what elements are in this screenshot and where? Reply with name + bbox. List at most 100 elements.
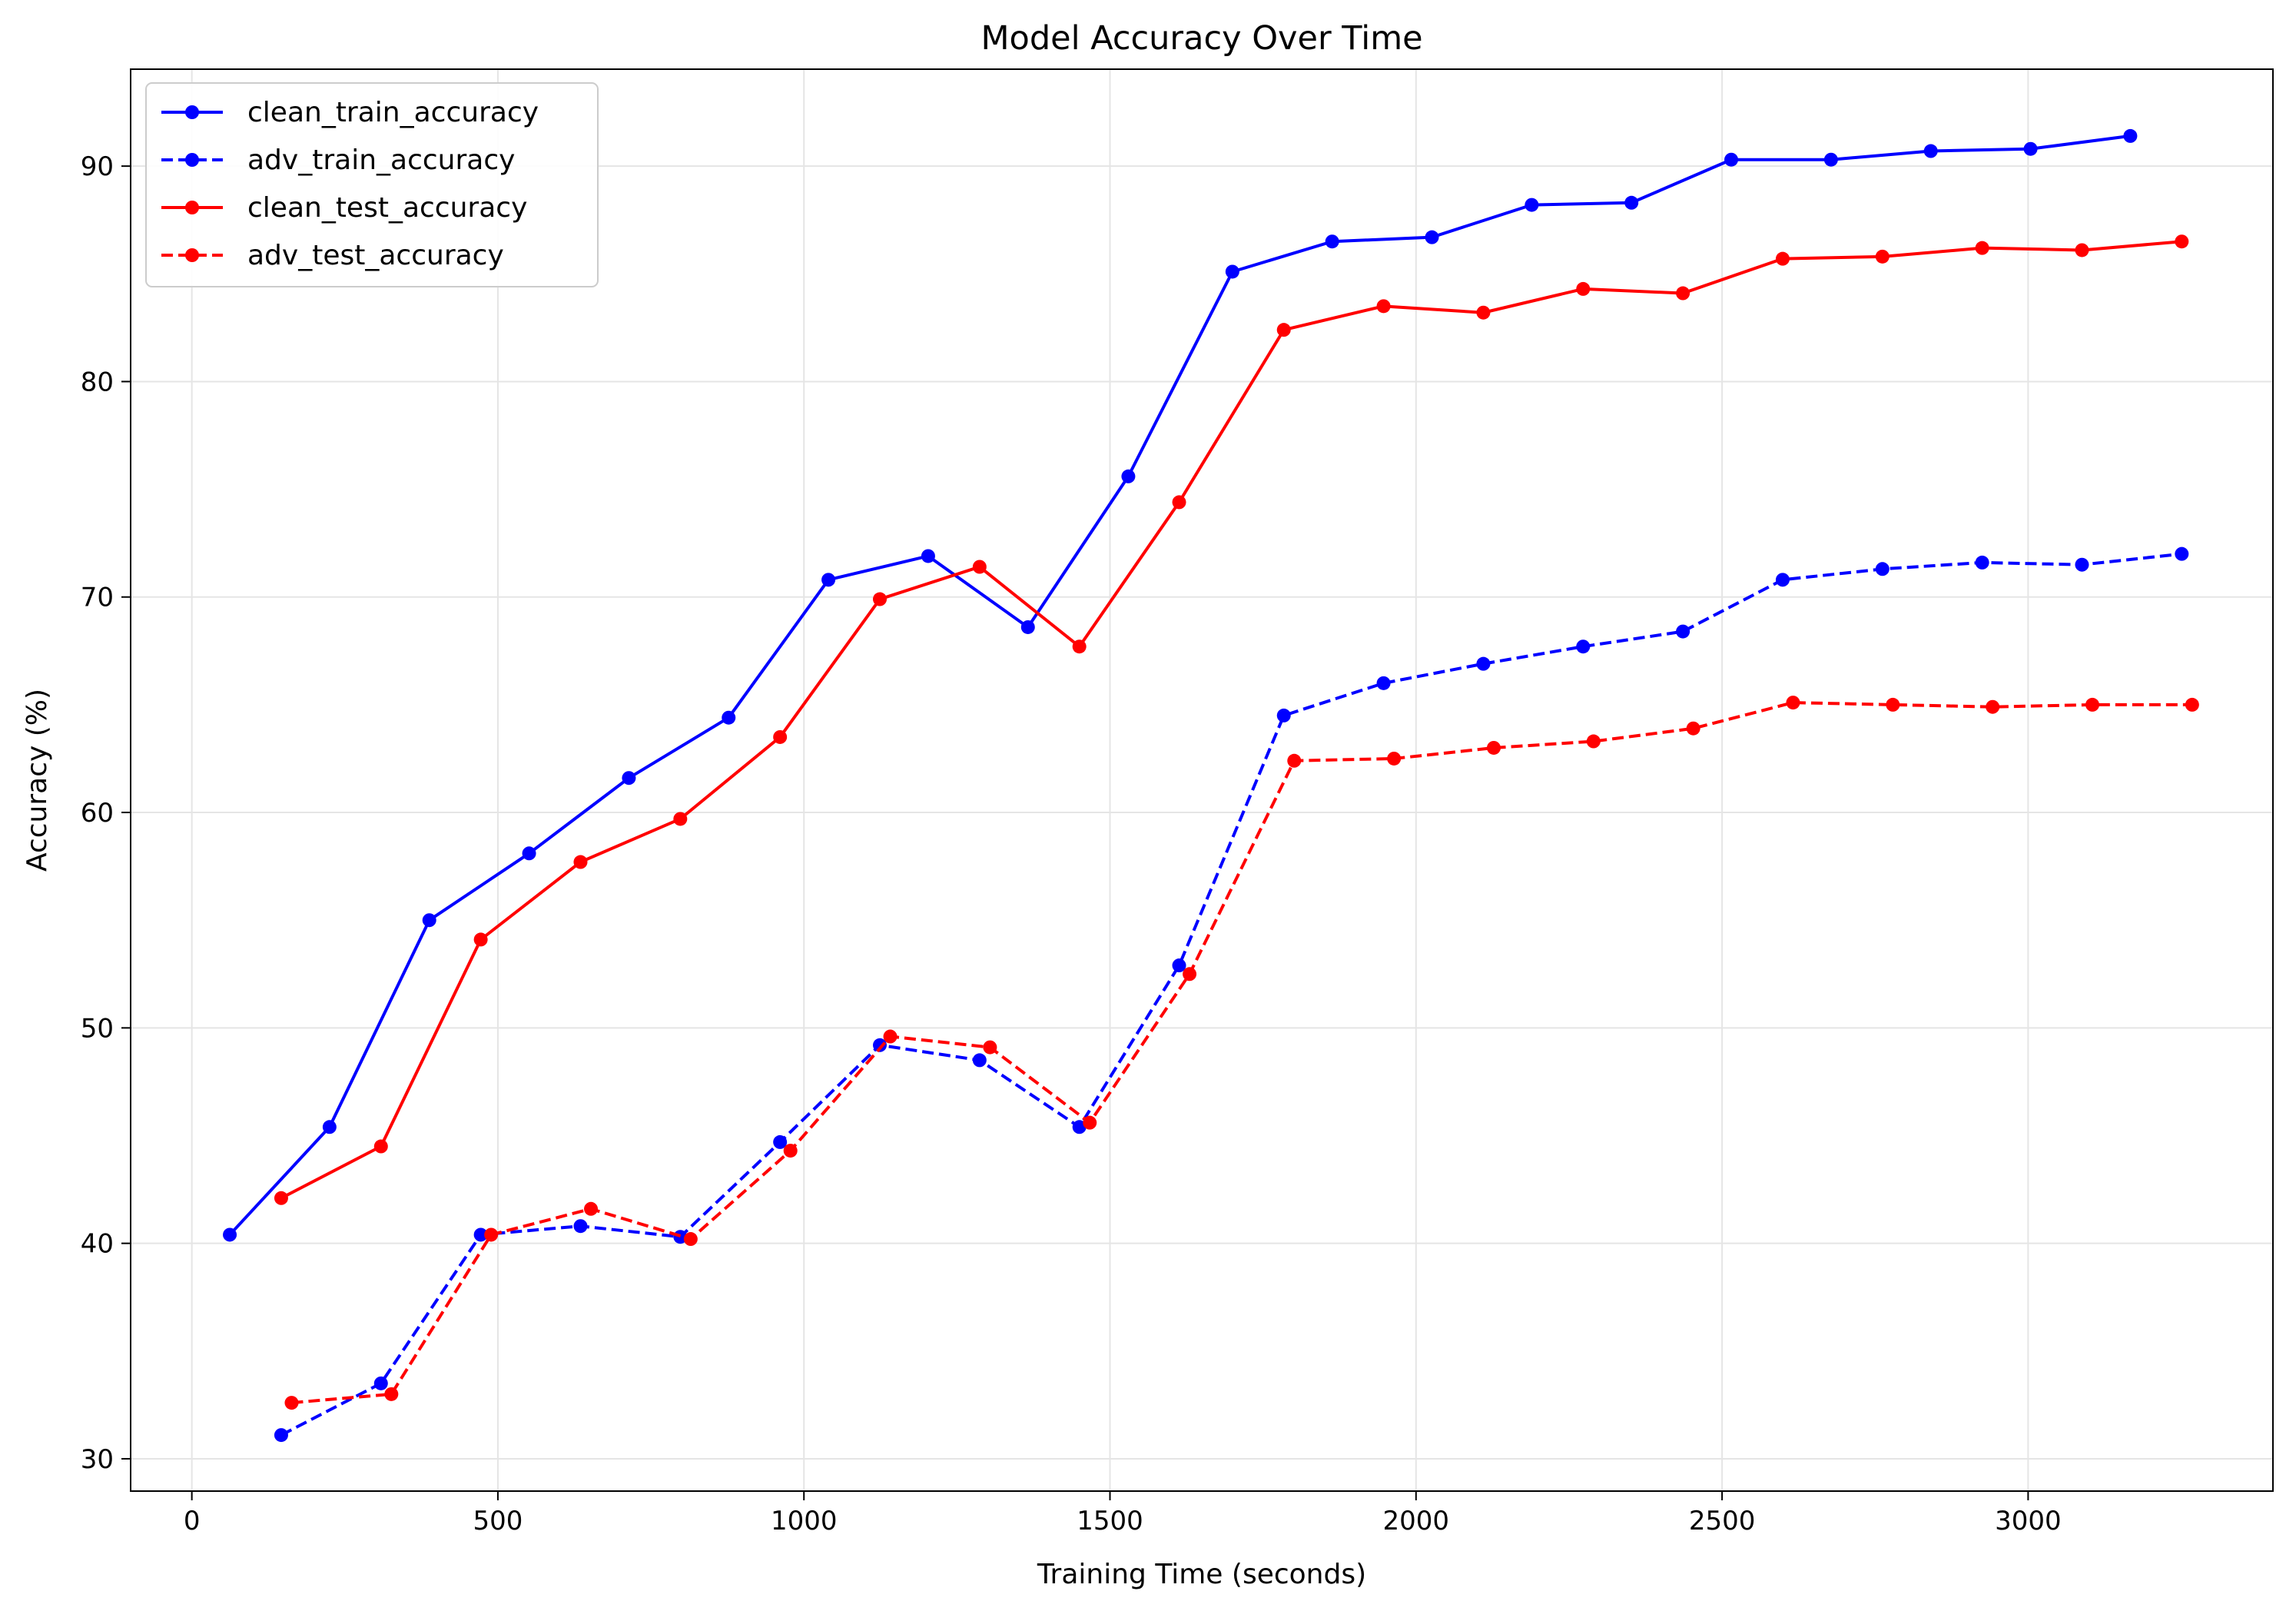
- data-point: [1975, 241, 1989, 255]
- x-axis-ticks: 0 500 1000 1500 2000 2500 3000: [184, 1491, 2062, 1536]
- y-axis-label: Accuracy (%): [22, 689, 53, 872]
- data-point: [274, 1428, 288, 1443]
- legend-swatch-marker: [185, 153, 199, 167]
- data-point: [1083, 1115, 1097, 1130]
- data-point: [921, 549, 935, 563]
- legend-label: adv_train_accuracy: [247, 144, 515, 176]
- data-point: [1686, 721, 1700, 736]
- y-axis-ticks: 30 40 50 60 70 80 90: [81, 151, 131, 1475]
- x-tick-label: 1000: [771, 1506, 838, 1536]
- data-point: [722, 710, 736, 725]
- data-point: [584, 1201, 599, 1216]
- chart-title: Model Accuracy Over Time: [980, 19, 1422, 58]
- data-point: [223, 1227, 237, 1242]
- series-adv_train_accuracy: [274, 546, 2189, 1443]
- data-point: [1886, 697, 1900, 712]
- y-tick-label: 80: [81, 367, 114, 397]
- data-point: [2075, 557, 2089, 572]
- data-point: [1525, 198, 1539, 212]
- x-tick-label: 500: [473, 1506, 523, 1536]
- data-point: [1172, 495, 1186, 510]
- y-tick-label: 30: [81, 1444, 114, 1475]
- series-adv_test_accuracy: [284, 696, 2199, 1410]
- data-point: [1476, 305, 1491, 320]
- legend-swatch-marker: [185, 105, 199, 119]
- data-point: [1276, 708, 1291, 722]
- data-point: [873, 1038, 888, 1052]
- data-point: [783, 1144, 798, 1158]
- data-point: [373, 1376, 388, 1390]
- data-point: [1225, 264, 1239, 279]
- data-point: [1276, 323, 1291, 337]
- data-point: [1183, 967, 1197, 982]
- data-point: [1387, 751, 1402, 766]
- legend-entry: adv_train_accuracy: [161, 144, 515, 176]
- data-point: [1786, 696, 1800, 710]
- legend-label: adv_test_accuracy: [247, 240, 504, 271]
- data-point: [1121, 469, 1136, 483]
- data-point: [573, 855, 588, 869]
- data-point: [1586, 734, 1601, 749]
- data-point: [683, 1232, 698, 1247]
- series-clean_test_accuracy: [274, 234, 2189, 1205]
- data-point: [2175, 234, 2189, 249]
- legend: clean_train_accuracy adv_train_accuracycl…: [145, 82, 599, 287]
- data-point: [883, 1029, 897, 1044]
- data-point: [1775, 573, 1790, 587]
- data-point: [1376, 299, 1391, 314]
- data-point: [373, 1139, 388, 1154]
- data-point: [1775, 251, 1790, 266]
- data-point: [1624, 195, 1639, 210]
- data-point: [2123, 128, 2138, 143]
- y-tick-label: 90: [81, 151, 114, 182]
- data-point: [1425, 230, 1439, 244]
- data-point: [1875, 562, 1890, 576]
- x-tick-label: 3000: [1995, 1506, 2062, 1536]
- data-point: [484, 1227, 499, 1242]
- legend-label: clean_test_accuracy: [247, 192, 527, 224]
- data-point: [1576, 639, 1591, 654]
- grid-lines: [131, 69, 2273, 1491]
- legend-label: clean_train_accuracy: [247, 97, 539, 128]
- data-point: [473, 932, 488, 947]
- data-point: [1676, 624, 1690, 639]
- data-point: [1072, 639, 1087, 654]
- y-tick-label: 40: [81, 1229, 114, 1260]
- data-point: [972, 560, 987, 574]
- data-point: [2185, 697, 2199, 712]
- y-tick-label: 60: [81, 798, 114, 829]
- data-point: [422, 913, 436, 928]
- data-point: [1923, 144, 1938, 158]
- data-point: [2075, 243, 2089, 257]
- series-line: [291, 701, 2192, 1405]
- series-line: [228, 134, 2131, 1236]
- data-point: [1020, 619, 1035, 634]
- data-point: [1376, 676, 1391, 690]
- x-tick-label: 2000: [1383, 1506, 1450, 1536]
- data-point: [1576, 281, 1591, 296]
- data-point: [573, 1219, 588, 1234]
- data-point: [673, 812, 688, 826]
- data-point: [322, 1120, 337, 1134]
- legend-entry: clean_train_accuracy: [161, 97, 539, 128]
- data-point: [473, 1227, 488, 1242]
- x-axis-label: Training Time (seconds): [1037, 1559, 1366, 1590]
- y-tick-label: 70: [81, 583, 114, 613]
- data-point: [1724, 152, 1739, 167]
- data-point: [1486, 740, 1501, 755]
- plot-frame: [130, 68, 2274, 1492]
- data-point: [2175, 546, 2189, 561]
- series-line: [280, 552, 2182, 1437]
- y-tick-label: 50: [81, 1013, 114, 1044]
- data-point: [284, 1396, 299, 1410]
- series-line: [280, 240, 2182, 1200]
- data-point: [773, 729, 788, 744]
- series-layer: [223, 128, 2199, 1443]
- data-point: [1975, 555, 1989, 570]
- data-point: [821, 573, 836, 587]
- data-point: [274, 1191, 288, 1205]
- data-point: [1676, 286, 1690, 301]
- data-point: [2085, 697, 2100, 712]
- x-tick-label: 1500: [1077, 1506, 1143, 1536]
- legend-swatch-marker: [185, 201, 199, 214]
